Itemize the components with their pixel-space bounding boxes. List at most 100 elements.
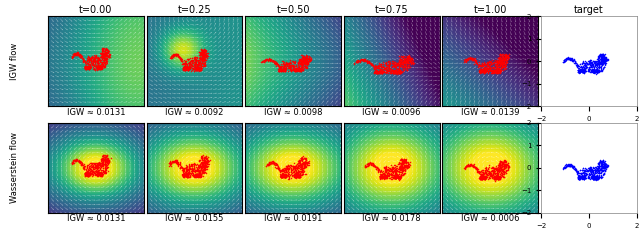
Point	[588, 177, 598, 181]
Point	[495, 177, 505, 180]
Point	[477, 71, 487, 74]
Point	[97, 63, 108, 66]
Point	[81, 172, 91, 175]
Point	[500, 159, 510, 163]
Point	[376, 175, 387, 179]
Point	[479, 71, 489, 74]
Point	[492, 175, 502, 179]
Point	[289, 170, 299, 173]
Point	[93, 173, 104, 177]
Point	[394, 176, 404, 180]
Point	[392, 175, 403, 179]
Point	[380, 70, 390, 73]
Point	[496, 167, 506, 171]
Point	[287, 164, 298, 167]
Point	[95, 174, 106, 177]
Point	[100, 56, 110, 59]
Point	[287, 174, 297, 178]
Point	[90, 55, 100, 58]
Point	[393, 69, 403, 73]
Point	[196, 174, 206, 178]
Point	[172, 52, 182, 56]
Point	[93, 64, 104, 68]
Point	[593, 69, 603, 72]
Point	[79, 166, 89, 170]
Point	[498, 175, 508, 178]
Point	[570, 167, 580, 171]
Point	[593, 177, 604, 181]
Point	[589, 172, 599, 176]
Point	[370, 69, 380, 73]
Point	[191, 164, 202, 167]
Point	[273, 165, 284, 169]
Point	[562, 163, 572, 167]
Point	[72, 157, 83, 160]
Point	[273, 165, 284, 169]
Point	[397, 160, 408, 164]
Point	[176, 164, 186, 168]
Point	[300, 57, 310, 60]
Point	[372, 166, 382, 169]
Point	[84, 64, 95, 68]
Point	[96, 159, 106, 163]
Point	[282, 170, 292, 174]
Point	[495, 166, 506, 169]
Point	[496, 68, 506, 72]
Point	[480, 70, 490, 74]
Point	[472, 63, 483, 67]
Point	[83, 56, 93, 59]
Point	[195, 61, 205, 65]
Point	[178, 174, 188, 177]
Point	[394, 175, 404, 179]
Point	[475, 170, 485, 173]
Point	[488, 69, 499, 73]
Point	[577, 174, 587, 178]
Point	[164, 164, 174, 168]
Point	[570, 168, 580, 171]
Point	[583, 62, 593, 66]
Point	[294, 69, 305, 73]
Point	[197, 55, 207, 58]
Point	[499, 167, 509, 170]
Point	[600, 60, 610, 63]
Point	[379, 70, 389, 73]
Point	[495, 64, 505, 67]
Point	[190, 69, 200, 72]
Point	[82, 169, 92, 173]
Point	[98, 157, 108, 160]
Point	[98, 166, 108, 170]
Point	[301, 54, 312, 58]
Point	[403, 164, 413, 167]
Point	[295, 162, 305, 166]
Point	[74, 54, 84, 58]
Point	[600, 164, 610, 168]
Point	[102, 170, 113, 173]
Point	[596, 62, 606, 65]
Point	[397, 169, 408, 173]
Point	[81, 65, 91, 69]
Point	[96, 166, 106, 169]
Point	[202, 158, 212, 162]
Point	[489, 70, 499, 74]
Point	[479, 70, 489, 74]
Point	[93, 65, 103, 69]
Point	[489, 176, 499, 180]
Point	[184, 67, 194, 71]
Point	[100, 159, 110, 163]
Point	[389, 69, 399, 73]
Point	[588, 70, 598, 73]
Point	[200, 52, 211, 55]
Point	[83, 173, 93, 177]
Point	[580, 174, 590, 177]
Point	[401, 164, 412, 168]
Point	[494, 176, 504, 180]
Point	[575, 68, 586, 72]
Point	[486, 60, 496, 64]
Point	[569, 164, 579, 168]
Point	[390, 170, 400, 173]
Point	[179, 174, 189, 178]
Point	[102, 56, 112, 60]
Point	[586, 171, 596, 174]
Point	[575, 68, 585, 71]
Point	[298, 168, 308, 172]
